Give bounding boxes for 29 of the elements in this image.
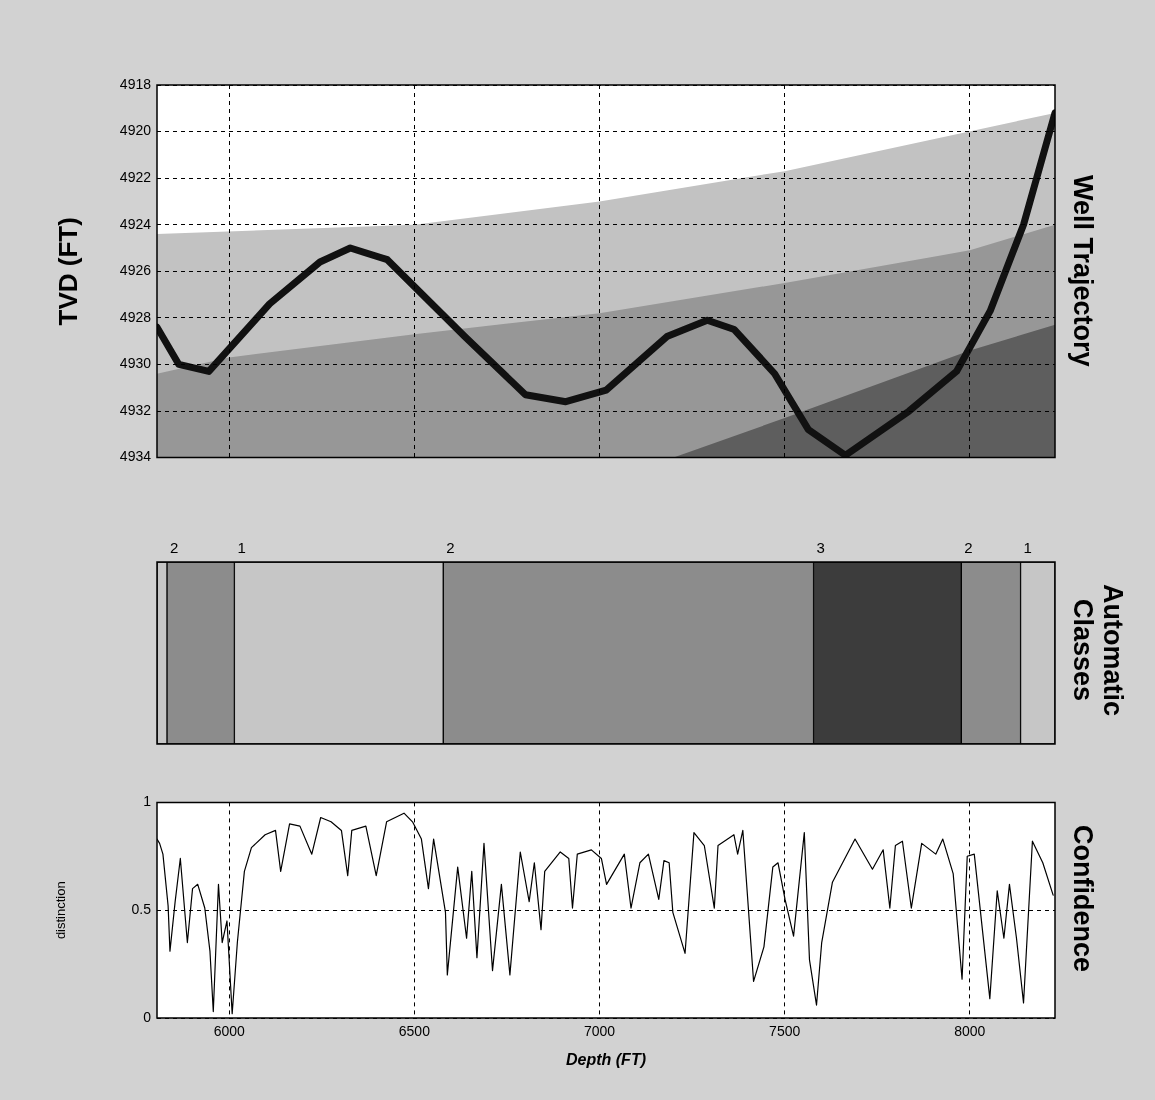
x-tick-label: 6500 [398, 1023, 431, 1040]
y-tick-label: 0.5 [131, 901, 152, 918]
y-tick-label: 4918 [119, 75, 152, 92]
y-tick-label: 4926 [119, 262, 152, 279]
series-label: 1 [1023, 538, 1032, 556]
y-tick-label: 4928 [119, 308, 152, 325]
y-tick-label: 4920 [119, 122, 152, 139]
y-tick-label: 4924 [119, 215, 152, 232]
series-label: 2 [964, 538, 973, 556]
y-axis-title: distinction [53, 881, 69, 940]
series-label: 2 [170, 538, 179, 556]
text: Confidence [1068, 824, 1098, 974]
x-axis-title: Depth (FT) [566, 1050, 646, 1068]
y-tick-label: 1 [143, 793, 152, 810]
series-label: 3 [816, 538, 825, 556]
y-tick-label: 4932 [119, 401, 152, 418]
y-tick-label: 4930 [119, 355, 152, 372]
x-tick-label: 7000 [583, 1023, 616, 1040]
y-axis-title: TVD (FT) [52, 217, 83, 326]
series-label: 1 [237, 538, 246, 556]
y-tick-label: 4922 [119, 169, 152, 186]
y-tick-label: 4934 [119, 448, 152, 465]
text: Automatic Classes [1068, 583, 1128, 719]
y-tick-label: 0 [143, 1008, 152, 1025]
x-tick-label: 7500 [769, 1023, 801, 1040]
x-tick-label: 8000 [954, 1023, 986, 1040]
x-tick-label: 6000 [213, 1023, 245, 1040]
text: Well Trajectory [1068, 174, 1098, 369]
series-label: 2 [446, 538, 455, 556]
